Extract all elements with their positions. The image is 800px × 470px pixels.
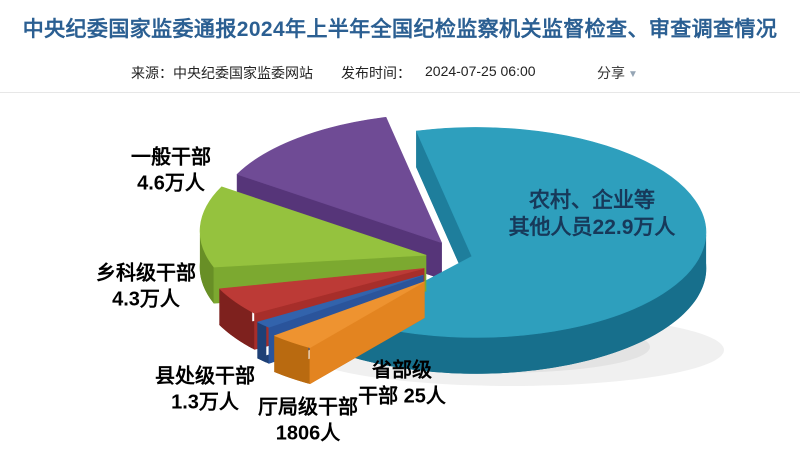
- slice-label-township-level: 乡科级干部 4.3万人: [96, 261, 196, 312]
- slice-label-line: 农村、企业等: [529, 189, 655, 213]
- slice-label-provincial-level: 省部级 干部 25人: [358, 358, 446, 409]
- meta-row: 来源：中央纪委国家监委网站 发布时间： 2024-07-25 06:00 分享 ▼: [0, 63, 800, 83]
- slice-label-line: 乡科级干部: [96, 262, 196, 285]
- page-title: 中央纪委国家监委通报2024年上半年全国纪检监察机关监督检查、审查调查情况: [22, 18, 778, 41]
- slice-label-county-level: 县处级干部 1.3万人: [155, 364, 255, 415]
- slice-label-rural-enterprise: 农村、企业等 其他人员22.9万人: [509, 188, 676, 242]
- slice-label-line: 其他人员22.9万人: [508, 216, 676, 239]
- source-text: 来源：中央纪委国家监委网站: [131, 65, 313, 81]
- slice-label-line: 一般干部: [131, 146, 211, 169]
- publish-time-value: 2024-07-25 06:00: [425, 63, 536, 79]
- slice-label-line: 1806人: [275, 422, 341, 444]
- chevron-down-icon: ▼: [628, 69, 638, 80]
- slice-label-line: 省部级: [372, 359, 432, 382]
- slice-label-bureau-level: 厅局级干部 1806人: [258, 395, 358, 446]
- slice-label-line: 县处级干部: [155, 365, 255, 388]
- share-button[interactable]: 分享 ▼: [597, 63, 638, 83]
- slice-label-general-cadres: 一般干部 4.6万人: [131, 145, 211, 196]
- slice-label-line: 1.3万人: [171, 391, 239, 413]
- slice-label-line: 干部 25人: [358, 385, 446, 407]
- slice-label-line: 4.6万人: [137, 172, 205, 194]
- slice-label-line: 厅局级干部: [258, 396, 358, 419]
- publish-time-label: 发布时间：: [341, 65, 411, 81]
- share-label: 分享: [597, 65, 625, 81]
- divider: [0, 92, 800, 93]
- slice-label-line: 4.3万人: [112, 288, 180, 310]
